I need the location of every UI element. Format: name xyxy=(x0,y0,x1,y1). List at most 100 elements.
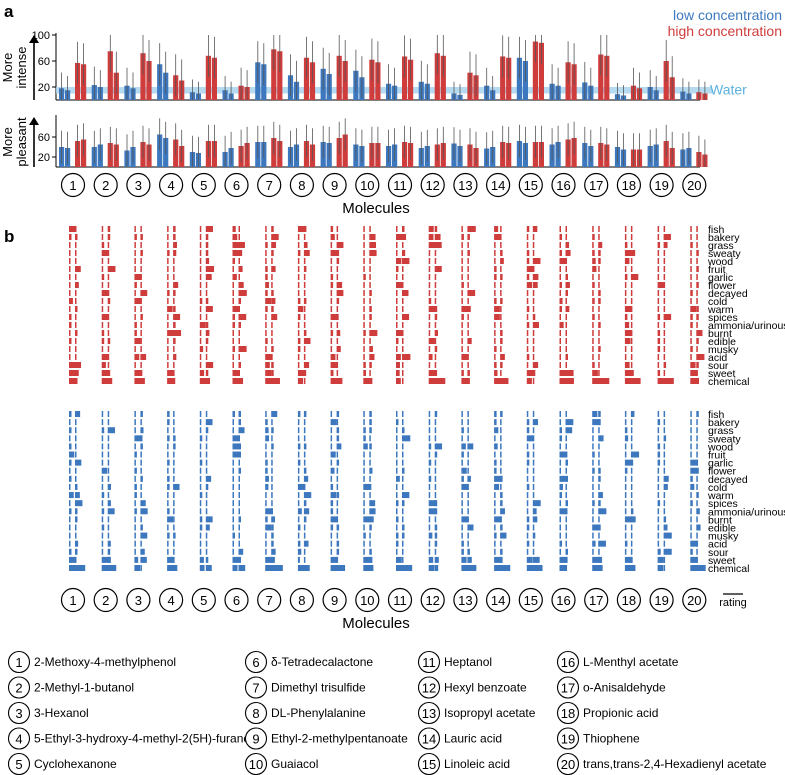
descriptor-mark xyxy=(363,258,365,264)
descriptor-mark xyxy=(140,548,145,555)
descriptor-mark xyxy=(396,451,398,458)
descriptor-label: sweaty xyxy=(708,248,741,260)
compound-number: 17 xyxy=(561,681,575,696)
descriptor-mark xyxy=(134,492,137,499)
descriptor-mark xyxy=(696,330,703,336)
descriptor-mark xyxy=(330,266,333,272)
descriptor-label: grass xyxy=(708,425,734,437)
descriptor-mark xyxy=(205,516,213,523)
descriptor-mark xyxy=(330,298,333,304)
descriptor-mark xyxy=(134,451,137,458)
descriptor-mark xyxy=(598,435,604,442)
descriptor-mark xyxy=(199,378,211,384)
descriptor-mark xyxy=(532,362,539,368)
descriptor-mark xyxy=(107,258,110,264)
descriptor-mark xyxy=(657,435,660,442)
descriptor-mark xyxy=(69,354,71,360)
descriptor-mark xyxy=(363,516,371,523)
descriptor-mark xyxy=(238,306,240,312)
compound-number-circle xyxy=(244,701,268,725)
descriptor-label: spices xyxy=(708,498,738,510)
descriptor-mark xyxy=(173,258,175,264)
descriptor-mark xyxy=(107,330,110,336)
descriptor-mark xyxy=(173,532,176,539)
descriptor-mark xyxy=(330,443,333,450)
descriptor-mark xyxy=(199,524,203,531)
descriptor-mark xyxy=(336,298,340,304)
descriptor-mark xyxy=(199,314,202,320)
descriptor-mark xyxy=(428,565,435,571)
descriptor-mark xyxy=(467,492,469,499)
molecule-number: 17 xyxy=(589,178,603,193)
descriptor-mark xyxy=(696,411,699,417)
descriptor-mark xyxy=(696,282,699,288)
molecule-circle xyxy=(126,172,151,198)
descriptor-mark xyxy=(265,548,267,555)
compound-number-circle xyxy=(417,727,441,750)
descriptor-mark xyxy=(565,516,567,523)
descriptor-mark xyxy=(101,362,106,368)
descriptor-mark xyxy=(467,306,471,312)
compound-number-circle xyxy=(556,676,580,699)
descriptor-mark xyxy=(297,242,300,248)
descriptor-mark xyxy=(107,459,110,466)
descriptor-mark xyxy=(526,459,530,466)
descriptor-label: grass xyxy=(708,240,734,252)
descriptor-mark xyxy=(303,532,306,539)
descriptor-mark xyxy=(271,411,278,417)
descriptor-mark xyxy=(592,290,594,296)
descriptor-mark xyxy=(396,338,399,344)
descriptor-mark xyxy=(434,266,442,272)
descriptor-mark xyxy=(205,330,210,336)
descriptor-mark xyxy=(428,346,431,352)
rating-label: rating xyxy=(719,597,747,609)
descriptor-mark xyxy=(238,266,243,272)
descriptor-mark xyxy=(101,524,105,531)
descriptor-mark xyxy=(696,290,698,296)
descriptor-mark xyxy=(173,346,175,352)
compound-name: Isopropyl acetate xyxy=(444,706,536,720)
descriptor-mark xyxy=(396,475,400,482)
descriptor-mark xyxy=(265,226,267,232)
descriptor-label: flower xyxy=(708,466,737,478)
descriptor-mark xyxy=(369,500,376,507)
descriptor-mark xyxy=(559,516,561,523)
descriptor-mark xyxy=(434,274,437,280)
descriptor-mark xyxy=(69,298,73,304)
descriptor-mark xyxy=(303,540,309,547)
descriptor-mark xyxy=(297,354,300,360)
descriptor-mark xyxy=(140,290,148,296)
descriptor-mark xyxy=(690,467,697,474)
descriptor-mark xyxy=(467,548,470,555)
descriptor-mark xyxy=(696,516,698,523)
descriptor-mark xyxy=(303,500,307,507)
descriptor-mark xyxy=(238,411,241,417)
descriptor-mark xyxy=(69,226,76,232)
descriptor-mark xyxy=(532,516,538,523)
descriptor-mark xyxy=(428,516,431,523)
descriptor-mark xyxy=(199,419,202,426)
descriptor-mark xyxy=(199,242,202,248)
descriptor-mark xyxy=(363,330,366,336)
descriptor-mark xyxy=(500,467,502,474)
descriptor-mark xyxy=(199,234,202,240)
descriptor-mark xyxy=(140,226,142,232)
descriptor-mark xyxy=(140,419,142,426)
descriptor-mark xyxy=(167,338,169,344)
descriptor-mark xyxy=(232,378,240,384)
descriptor-mark xyxy=(494,338,496,344)
descriptor-mark xyxy=(330,354,336,360)
descriptor-mark xyxy=(199,274,202,280)
descriptor-mark xyxy=(494,467,497,474)
descriptor-mark xyxy=(271,492,273,499)
descriptor-mark xyxy=(434,475,437,482)
descriptor-mark xyxy=(265,258,267,264)
descriptor-mark xyxy=(303,483,306,490)
descriptor-mark xyxy=(134,540,136,547)
descriptor-label: fish xyxy=(708,224,725,236)
descriptor-mark xyxy=(167,250,170,256)
descriptor-mark xyxy=(101,556,111,563)
descriptor-mark xyxy=(434,362,437,368)
descriptor-mark xyxy=(663,266,666,272)
